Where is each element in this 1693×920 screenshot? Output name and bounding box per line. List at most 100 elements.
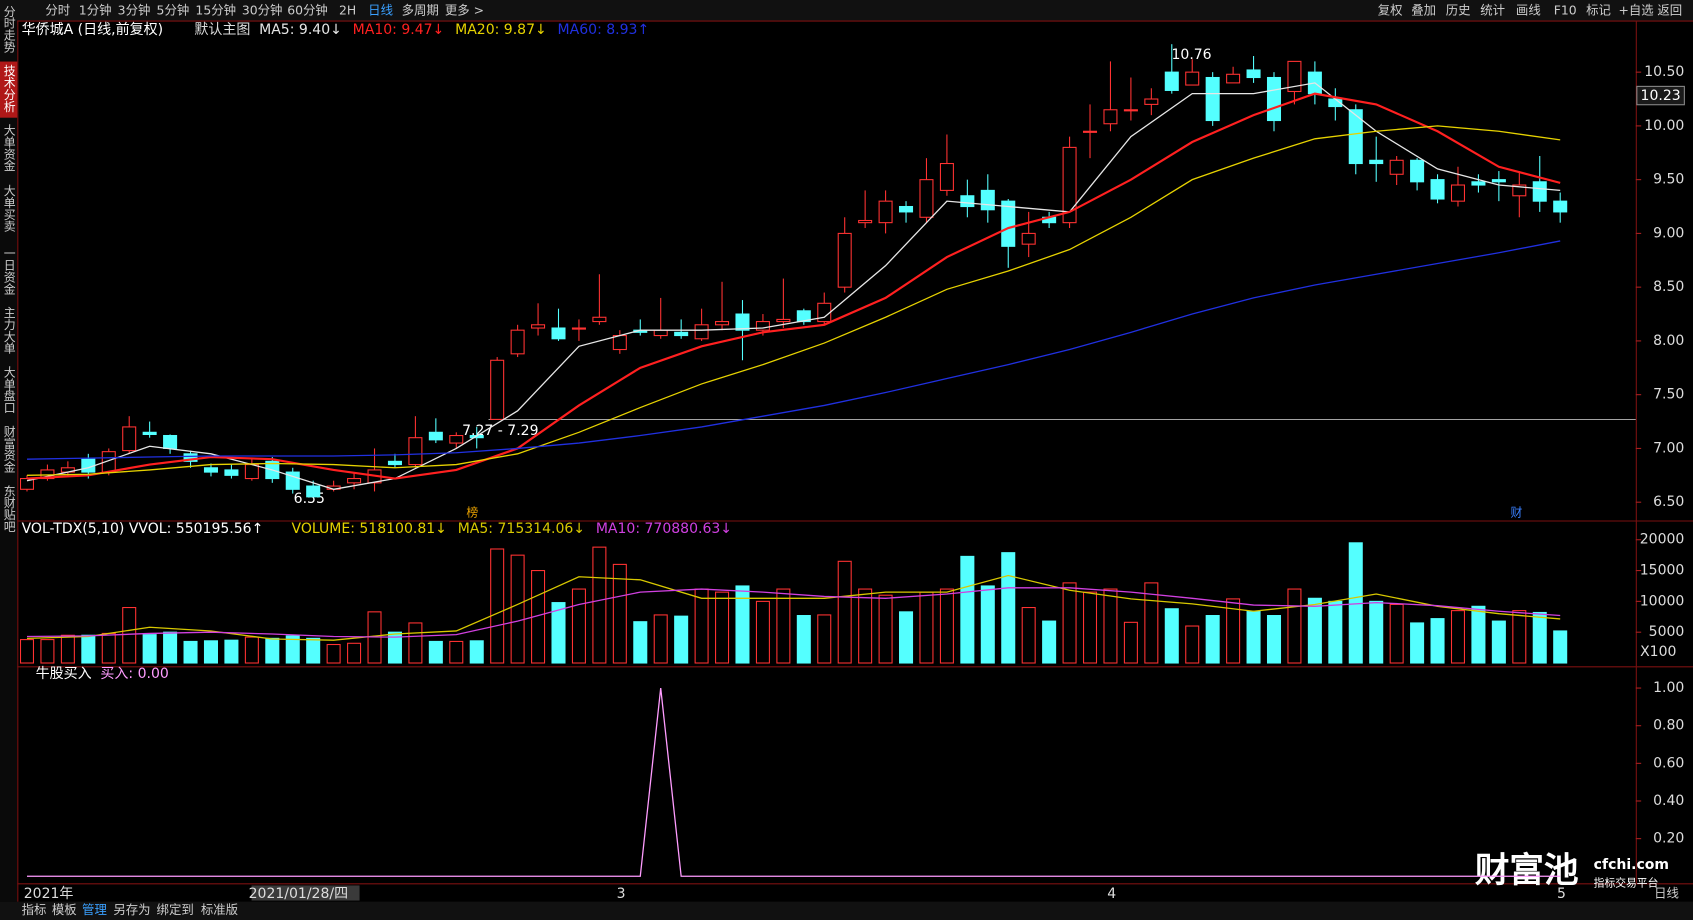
toolbar-item[interactable]: 1分钟 [79,2,112,17]
volume-bar [1532,611,1547,664]
watermark-brand: 财富池 [1475,851,1579,891]
toolbar-item[interactable]: F10 [1554,2,1577,17]
annotation: 7.27 - 7.29 [462,423,538,439]
period-label: 日线 [1654,886,1679,901]
volume-bar [224,639,239,664]
bottom-tab[interactable]: 绑定到 [157,902,194,917]
y-tick-label: 9.00 [1653,225,1684,241]
candle-body [674,331,689,337]
candle-body [1553,200,1568,213]
volume-bar [19,639,35,664]
side-tab[interactable]: 分时走势 [2,5,16,52]
candle-body [449,434,464,444]
volume-bar [1512,610,1527,664]
toolbar-item[interactable]: 叠加 [1411,2,1436,17]
bottom-tab[interactable]: 指标 [22,902,47,917]
volume-bar [1205,615,1220,664]
volume-bar [428,640,443,664]
volume-bar [1144,582,1159,664]
candle-body [408,437,423,466]
legend-entry: MA5: 9.40↓ [259,22,342,38]
candle-body [939,162,954,191]
volume-bar [674,615,689,664]
side-tab[interactable]: 主力大单 [2,306,16,355]
toolbar-item[interactable]: 2H [339,2,356,17]
side-tab[interactable]: 大单买卖 [2,184,16,233]
candle-body [142,431,157,435]
side-tab[interactable]: 大单盘口 [2,366,16,414]
legend-entry: MA10: 9.47↓ [353,22,445,38]
toolbar-item[interactable]: 画线 [1516,2,1541,17]
bottom-tab[interactable]: 另存为 [113,902,150,917]
volume-bar [1450,610,1465,664]
candle-body [1287,60,1302,93]
volume-bar [1348,542,1363,664]
toolbar-item[interactable]: 60分钟 [287,2,328,17]
toolbar-item[interactable]: 标记 [1586,2,1611,17]
volume-bar [653,614,668,664]
candle-body [960,195,975,208]
toolbar-item[interactable]: 15分钟 [195,2,236,17]
volume-bar [490,548,505,664]
ma-line [26,240,1561,460]
toolbar-item[interactable]: 复权 [1378,2,1403,17]
toolbar-item[interactable]: 更多 > [445,2,484,17]
y-tick-label: 7.00 [1653,440,1684,456]
bottom-tab[interactable]: 管理 [82,902,107,917]
side-tab[interactable]: 大单资金 [2,124,16,172]
y-tick-label: 7.50 [1653,387,1684,403]
volume-bar [715,591,730,664]
ma-line [26,82,1561,490]
volume-bar [40,639,55,664]
candle-body [1532,181,1547,202]
candle-body [551,327,566,340]
side-bar [0,20,18,902]
volume-bar [1266,615,1282,664]
candle-body [1103,109,1118,125]
toolbar-item[interactable]: 多周期 [402,2,439,17]
toolbar-item[interactable]: 返回 [1657,2,1682,17]
volume-bar [755,600,770,664]
bottom-tab[interactable]: 模板 [52,902,77,917]
candle-body [980,189,995,211]
legend-entry: 买入: 0.00 [100,666,168,682]
candle-body [1266,76,1282,122]
legend-entry: MA60: 8.93↑ [558,22,650,38]
candle-body [817,302,832,323]
y-tick-label: 1.00 [1653,680,1684,696]
ma-line [26,92,1561,480]
volume-bar [592,546,607,664]
volume-bar [817,614,832,664]
chart-title: 华侨城A (日线,前复权) [22,21,164,38]
toolbar-item[interactable]: 5分钟 [157,2,190,17]
toolbar-item[interactable]: 30分钟 [242,2,283,17]
toolbar-item[interactable]: +自选 [1618,2,1653,17]
toolbar-item[interactable]: 日线 [368,2,393,17]
candle-body [1369,159,1384,165]
volume-bar [469,640,484,664]
candle-body [1123,109,1138,112]
candle-body [1205,76,1220,122]
indicator-title: 牛股买入 [36,666,92,682]
volume-bar [244,636,259,664]
toolbar-item[interactable]: 分时 [45,2,70,17]
candle-body [612,335,627,351]
side-tab[interactable]: 东财贴吧 [2,485,16,532]
y-tick-label: 0.80 [1653,718,1684,734]
toolbar-item[interactable]: 统计 [1480,2,1505,17]
toolbar-item[interactable]: 3分钟 [118,2,151,17]
candle-body [858,219,873,224]
candle-body [163,434,178,449]
x-tick-label: 2021年 [24,886,74,902]
side-tab[interactable]: 财富资金 [2,425,16,473]
side-tab[interactable]: 技术分析 [2,65,16,113]
bottom-tab[interactable]: 标准版 [201,902,238,917]
candle-body [878,200,893,224]
candle-body [490,359,505,420]
x-tick-label: 4 [1107,886,1116,902]
y-tick-label: 15000 [1640,563,1685,579]
toolbar-item[interactable]: 历史 [1446,2,1471,17]
y-tick-label: 6.50 [1653,494,1684,510]
side-tab[interactable]: 一日资金 [2,247,16,294]
